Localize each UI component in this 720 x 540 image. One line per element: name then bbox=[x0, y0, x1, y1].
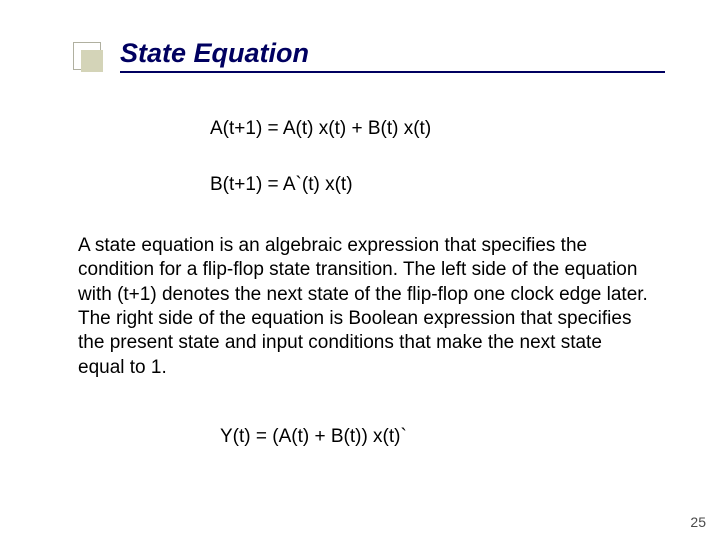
slide-title: State Equation bbox=[120, 38, 665, 73]
equation-a: A(t+1) = A(t) x(t) + B(t) x(t) bbox=[210, 118, 431, 140]
page-number: 25 bbox=[690, 514, 706, 530]
equation-b: B(t+1) = A`(t) x(t) bbox=[210, 174, 353, 196]
body-paragraph: A state equation is an algebraic express… bbox=[78, 234, 653, 380]
equation-y: Y(t) = (A(t) + B(t)) x(t)` bbox=[220, 426, 407, 448]
title-bullet-icon bbox=[73, 42, 105, 74]
bullet-inner-square bbox=[81, 50, 103, 72]
